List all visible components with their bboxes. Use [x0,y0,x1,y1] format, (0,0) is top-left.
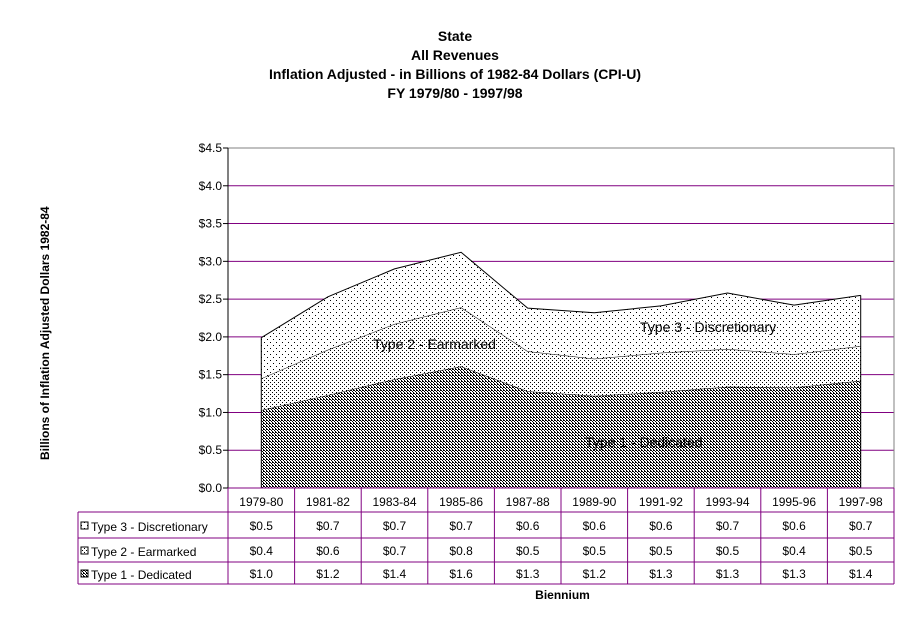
table-value: $0.7 [383,519,407,533]
table-value: $1.6 [449,567,473,581]
legend-swatch [80,521,89,530]
table-value: $1.3 [649,567,673,581]
legend-label: Type 3 - Discretionary [91,520,208,534]
chart-title-line-1: State [437,28,473,44]
y-tick-label: $1.0 [199,405,223,419]
table-value: $0.5 [516,544,540,558]
y-tick-label: $2.5 [199,292,223,306]
table-value: $1.4 [849,567,873,581]
legend-swatch [80,546,89,555]
area-1 [261,366,861,488]
y-axis-ticks: $0.0 $0.5 $1.0 $1.5 $2.0 $2.5 $3.0 $3.5 $4.0 $4.5 [199,141,228,495]
table-value: $0.6 [782,519,806,533]
table-value: $0.5 [716,544,740,558]
table-value: $0.6 [316,544,340,558]
x-category-label: 1991-92 [639,495,683,509]
table-value: $0.7 [316,519,340,533]
x-category-label: 1987-88 [506,495,550,509]
table-value: $1.4 [383,567,407,581]
x-category-label: 1985-86 [439,495,483,509]
area-3 [261,252,861,379]
table-value: $0.5 [250,519,274,533]
y-tick-label: $1.5 [199,368,223,382]
y-tick-label: $4.0 [199,179,223,193]
legend-label: Type 1 - Dedicated [91,568,192,582]
table-value: $0.7 [383,544,407,558]
chart-title-line-3: Inflation Adjusted - in Billions of 1982… [268,66,642,82]
table-value: $0.7 [449,519,473,533]
table-value: $0.6 [649,519,673,533]
table-value: $0.6 [516,519,540,533]
table-value: $0.8 [449,544,473,558]
y-tick-label: $0.5 [199,443,223,457]
table-value: $1.3 [782,567,806,581]
table-value: $1.3 [516,567,540,581]
area-series [260,251,862,488]
x-axis-label: Biennium [535,588,590,602]
table-value: $0.7 [849,519,873,533]
table-value: $0.7 [716,519,740,533]
table-value: $0.4 [250,544,274,558]
table-value: $1.0 [250,567,274,581]
y-tick-label: $4.5 [199,141,223,155]
table-value: $0.6 [583,519,607,533]
y-tick-label: $3.5 [199,217,223,231]
x-category-label: 1981-82 [306,495,350,509]
series-line-3 [261,251,861,339]
x-category-label: 1993-94 [705,495,749,509]
table-value: $1.3 [716,567,740,581]
y-tick-label: $3.0 [199,254,223,268]
y-tick-label: $0.0 [199,481,223,495]
table-value: $0.5 [649,544,673,558]
table-value: $1.2 [316,567,340,581]
area-label-type1: Type 1 - Dedicated [585,434,703,450]
area-label-type3: Type 3 - Discretionary [640,319,777,335]
area-2 [261,307,861,411]
data-table: 1979-80 1981-82 1983-84 1985-86 1987-88 1989-… [77,487,895,585]
legend-label: Type 2 - Earmarked [91,545,196,559]
table-value: $0.5 [849,544,873,558]
x-category-label: 1979-80 [239,495,283,509]
area-label-type2: Type 2 - Earmarked [373,336,496,352]
table-value: $0.5 [583,544,607,558]
chart-title-line-4: FY 1979/80 - 1997/98 [387,85,523,101]
x-category-label: 1997-98 [839,495,883,509]
table-value: $1.2 [583,567,607,581]
legend-swatch [80,569,89,578]
x-category-label: 1989-90 [572,495,616,509]
x-category-label: 1983-84 [372,495,416,509]
chart-title-line-2: All Revenues [411,47,499,63]
y-tick-label: $2.0 [199,330,223,344]
x-category-label: 1995-96 [772,495,816,509]
table-value: $0.4 [782,544,806,558]
